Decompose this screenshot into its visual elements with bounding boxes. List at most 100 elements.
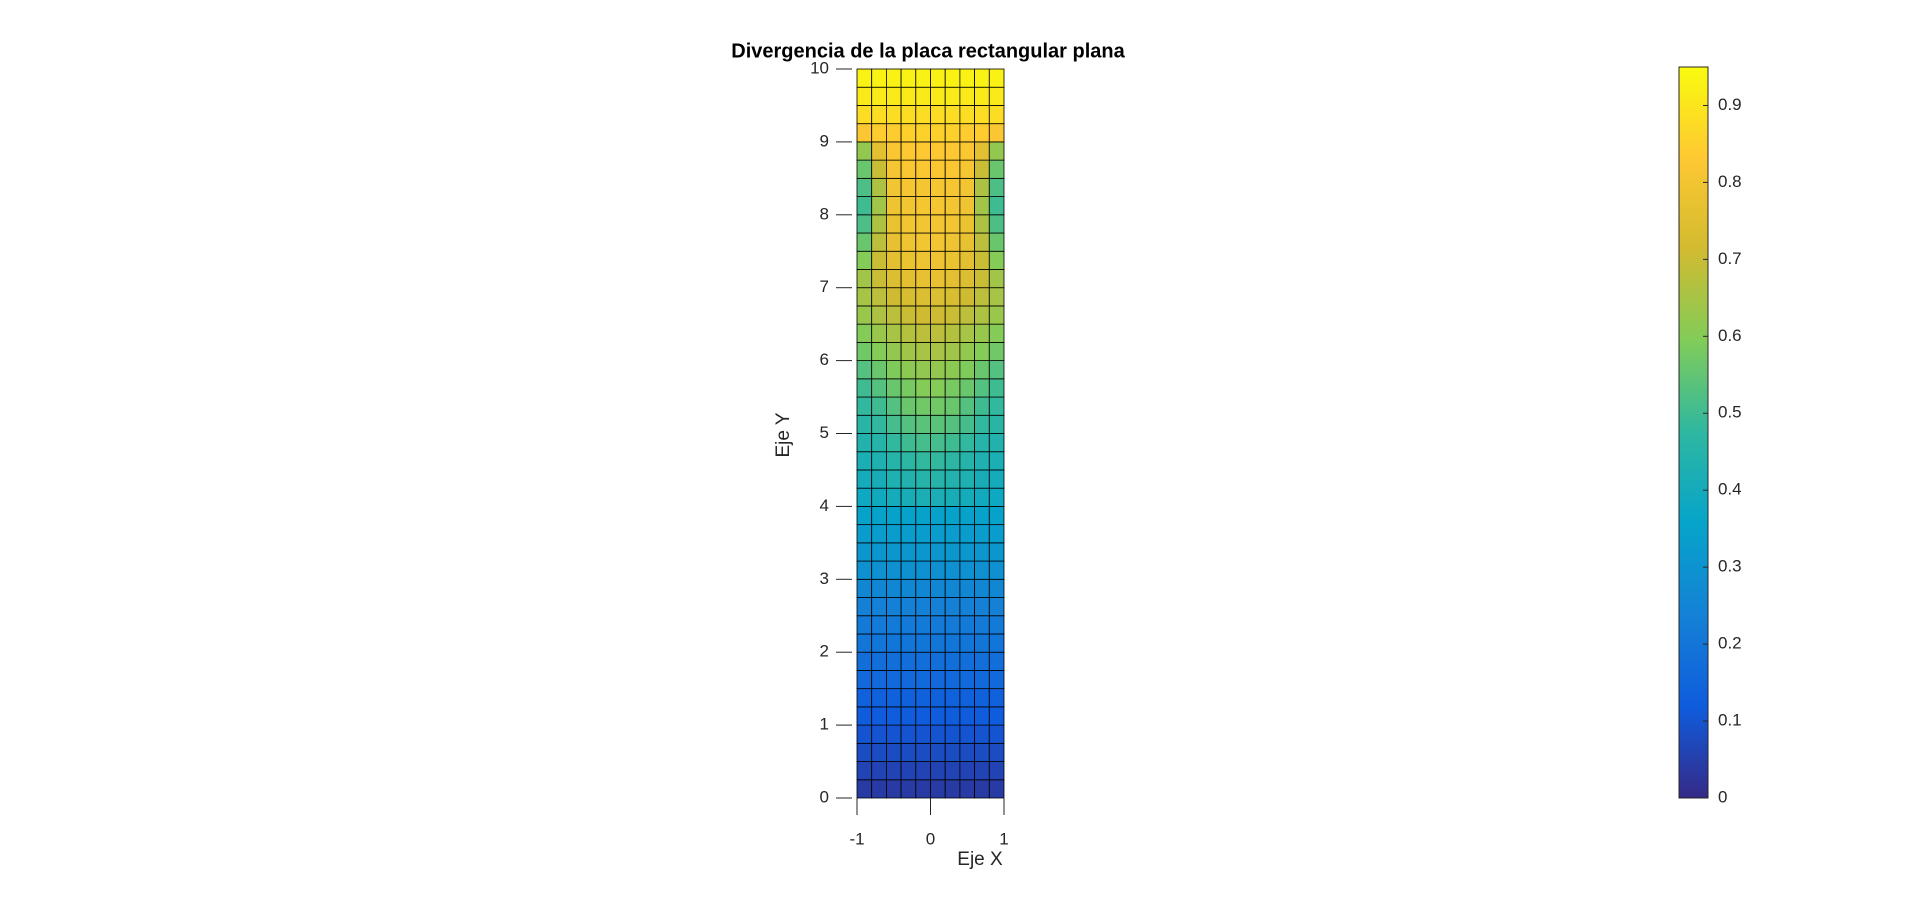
cell xyxy=(988,86,1005,106)
cell xyxy=(930,469,946,489)
cell xyxy=(988,305,1005,325)
cell xyxy=(988,68,1005,88)
cell xyxy=(886,159,902,179)
cell xyxy=(988,378,1005,398)
cell xyxy=(856,414,873,434)
cell xyxy=(915,196,931,216)
cell xyxy=(944,724,961,744)
cell xyxy=(915,651,931,671)
cell xyxy=(944,214,961,234)
cell xyxy=(944,123,961,143)
cell xyxy=(915,341,931,362)
cell xyxy=(900,86,917,106)
cell xyxy=(974,214,990,234)
cell xyxy=(886,651,902,671)
cell xyxy=(959,633,976,653)
cell xyxy=(900,779,917,799)
cell xyxy=(900,378,917,398)
cell xyxy=(915,688,931,708)
cell xyxy=(930,378,946,398)
cell xyxy=(944,597,961,617)
cell xyxy=(988,360,1005,380)
cell xyxy=(871,688,887,708)
cell xyxy=(959,396,976,416)
cell xyxy=(959,123,976,143)
cell xyxy=(915,742,931,762)
cell xyxy=(886,615,902,635)
cell xyxy=(988,177,1005,197)
cell xyxy=(959,341,976,362)
cell xyxy=(930,177,946,197)
cell xyxy=(886,414,902,434)
cell xyxy=(988,323,1005,343)
cell xyxy=(944,578,961,598)
cell xyxy=(974,232,990,252)
cell xyxy=(886,433,902,453)
cell xyxy=(930,360,946,380)
cell xyxy=(959,378,976,398)
cell xyxy=(959,670,976,690)
cell xyxy=(900,761,917,781)
cell xyxy=(988,159,1005,179)
cell xyxy=(944,451,961,471)
cell xyxy=(915,214,931,234)
cell xyxy=(974,396,990,416)
cell xyxy=(988,724,1005,744)
cell xyxy=(886,396,902,416)
cell xyxy=(974,196,990,216)
cell xyxy=(915,560,931,580)
cell xyxy=(959,615,976,635)
cell xyxy=(915,633,931,653)
cell xyxy=(930,287,946,307)
cell xyxy=(856,487,873,507)
cell xyxy=(900,724,917,744)
cell xyxy=(988,196,1005,216)
cell xyxy=(856,451,873,471)
cell xyxy=(930,232,946,252)
cell xyxy=(988,250,1005,270)
cell xyxy=(988,706,1005,726)
cell xyxy=(915,414,931,434)
cell xyxy=(988,214,1005,234)
cell xyxy=(959,196,976,216)
cell xyxy=(988,578,1005,598)
cell xyxy=(900,159,917,179)
cell xyxy=(856,578,873,598)
cell xyxy=(900,269,917,289)
cell xyxy=(915,706,931,726)
cell xyxy=(871,505,887,526)
cell xyxy=(915,615,931,635)
cell xyxy=(930,597,946,617)
cell xyxy=(871,141,887,161)
cell xyxy=(886,578,902,598)
cell xyxy=(856,542,873,562)
y-tick-label: 0 xyxy=(820,787,829,806)
cell xyxy=(886,633,902,653)
cell xyxy=(915,68,931,88)
cell xyxy=(959,706,976,726)
cell xyxy=(886,123,902,143)
cell xyxy=(871,597,887,617)
cell xyxy=(915,724,931,744)
cell xyxy=(886,487,902,507)
cell xyxy=(871,433,887,453)
cell xyxy=(944,505,961,526)
cell xyxy=(959,505,976,526)
cell xyxy=(900,433,917,453)
cell xyxy=(988,141,1005,161)
cell xyxy=(988,451,1005,471)
cell xyxy=(988,742,1005,762)
cell xyxy=(974,505,990,526)
cell xyxy=(871,214,887,234)
cell xyxy=(930,214,946,234)
cell xyxy=(871,451,887,471)
cell xyxy=(930,159,946,179)
cell xyxy=(915,305,931,325)
cell xyxy=(886,742,902,762)
cell xyxy=(900,232,917,252)
cell xyxy=(915,670,931,690)
cell xyxy=(900,597,917,617)
cell xyxy=(974,433,990,453)
cell xyxy=(915,287,931,307)
